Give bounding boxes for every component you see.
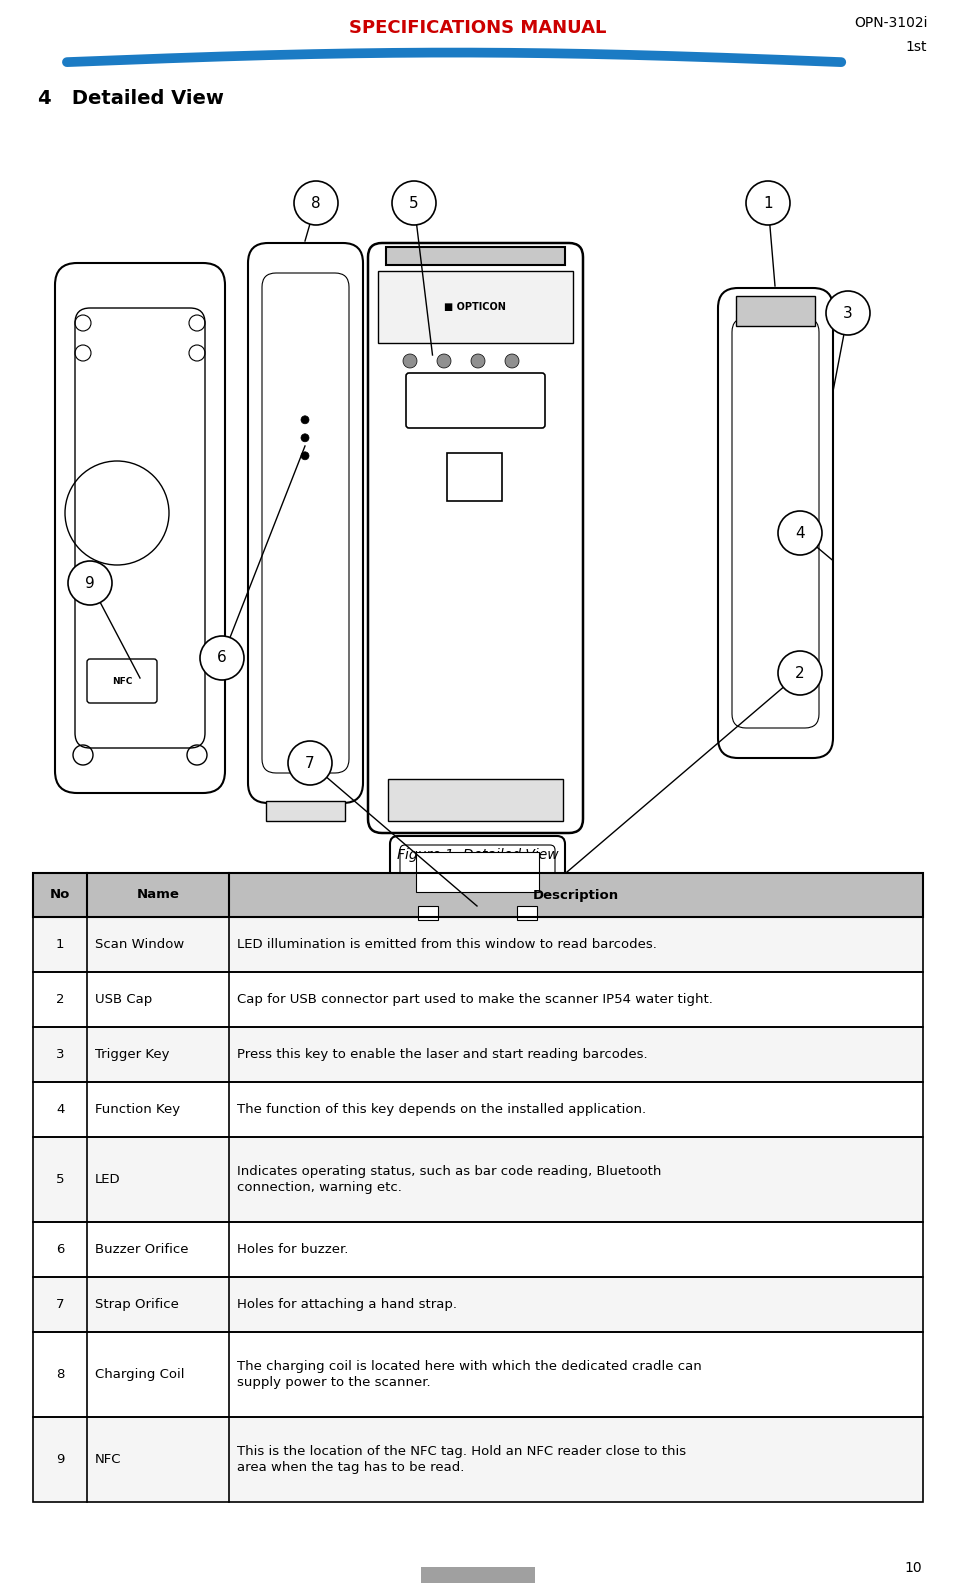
Text: OPN-3102i: OPN-3102i [854,16,927,30]
Text: Trigger Key: Trigger Key [95,1048,169,1061]
Bar [33,1027,923,1082]
Text: Strap Orifice: Strap Orifice [95,1298,179,1311]
Text: Cap for USB connector part used to make the scanner IP54 water tight.: Cap for USB connector part used to make … [237,992,713,1007]
Circle shape [778,511,822,554]
Text: 7: 7 [55,1298,64,1311]
Text: 4: 4 [795,526,805,540]
Bar [416,852,539,892]
Circle shape [288,741,332,785]
Bar [33,1278,923,1332]
Text: 1: 1 [763,196,772,210]
Text: Name: Name [137,889,180,902]
Text: Figure 1: Detailed View: Figure 1: Detailed View [397,847,559,862]
Bar [33,1082,923,1137]
Text: SPECIFICATIONS MANUAL: SPECIFICATIONS MANUAL [349,19,607,37]
Text: NFC: NFC [112,677,132,685]
Bar [33,873,923,918]
Bar [33,1222,923,1278]
Text: The charging coil is located here with which the dedicated cradle can
supply pow: The charging coil is located here with w… [237,1360,702,1389]
Circle shape [301,433,309,441]
Text: Press this key to enable the laser and start reading barcodes.: Press this key to enable the laser and s… [237,1048,647,1061]
Bar [33,1332,923,1418]
Text: 8: 8 [56,1368,64,1381]
Text: 3: 3 [843,306,853,320]
FancyBboxPatch shape [406,373,545,429]
Bar [33,972,923,1027]
Text: 8: 8 [312,196,321,210]
Circle shape [826,292,870,335]
Bar [33,972,923,1027]
Text: 6: 6 [56,1243,64,1255]
Text: This is the location of the NFC tag. Hold an NFC reader close to this
area when : This is the location of the NFC tag. Hol… [237,1445,686,1474]
Bar [386,247,565,264]
Text: 6: 6 [217,650,227,666]
FancyBboxPatch shape [87,660,157,703]
Text: The function of this key depends on the installed application.: The function of this key depends on the … [237,1102,646,1117]
Circle shape [301,452,309,460]
Text: Holes for attaching a hand strap.: Holes for attaching a hand strap. [237,1298,457,1311]
Text: 2: 2 [55,992,64,1007]
Text: LED: LED [95,1172,120,1187]
Circle shape [68,561,112,605]
Text: 10: 10 [905,1561,923,1575]
Text: Description: Description [532,889,619,902]
Bar [33,1027,923,1082]
Bar [266,801,345,820]
Bar [421,1568,535,1583]
Circle shape [437,354,451,368]
Circle shape [505,354,519,368]
Bar [33,918,923,972]
Text: 3: 3 [55,1048,64,1061]
Text: 1st: 1st [906,40,927,54]
Bar [33,873,923,918]
Text: 4   Detailed View: 4 Detailed View [38,89,224,108]
Text: 4: 4 [56,1102,64,1117]
Text: 9: 9 [85,575,95,591]
Text: ■ OPTICON: ■ OPTICON [445,303,506,312]
Bar [33,1222,923,1278]
Text: Scan Window: Scan Window [95,938,185,951]
Circle shape [301,416,309,424]
Bar [33,1082,923,1137]
Text: Holes for buzzer.: Holes for buzzer. [237,1243,348,1255]
Text: 7: 7 [305,755,315,771]
Bar [33,1137,923,1222]
Bar [418,906,438,921]
Text: No: No [50,889,71,902]
Circle shape [200,636,244,680]
Text: Function Key: Function Key [95,1102,180,1117]
Bar [447,452,502,502]
Bar [736,296,815,327]
Bar [517,906,537,921]
Circle shape [778,652,822,695]
Text: NFC: NFC [95,1453,121,1466]
Text: 2: 2 [795,666,805,680]
Circle shape [294,182,338,225]
Bar [33,1418,923,1502]
Circle shape [403,354,417,368]
Text: LED illumination is emitted from this window to read barcodes.: LED illumination is emitted from this wi… [237,938,657,951]
Bar [33,918,923,972]
Text: 5: 5 [55,1172,64,1187]
Text: 9: 9 [56,1453,64,1466]
Bar [33,1278,923,1332]
Text: Charging Coil: Charging Coil [95,1368,185,1381]
Text: USB Cap: USB Cap [95,992,152,1007]
Text: Indicates operating status, such as bar code reading, Bluetooth
connection, warn: Indicates operating status, such as bar … [237,1164,662,1195]
Bar [33,1332,923,1418]
Text: Buzzer Orifice: Buzzer Orifice [95,1243,188,1255]
Bar [33,1418,923,1502]
Circle shape [746,182,790,225]
Circle shape [392,182,436,225]
Bar [388,779,563,820]
Circle shape [471,354,485,368]
Text: 5: 5 [409,196,419,210]
Text: 1: 1 [55,938,64,951]
Bar [33,1137,923,1222]
Bar [378,271,573,342]
